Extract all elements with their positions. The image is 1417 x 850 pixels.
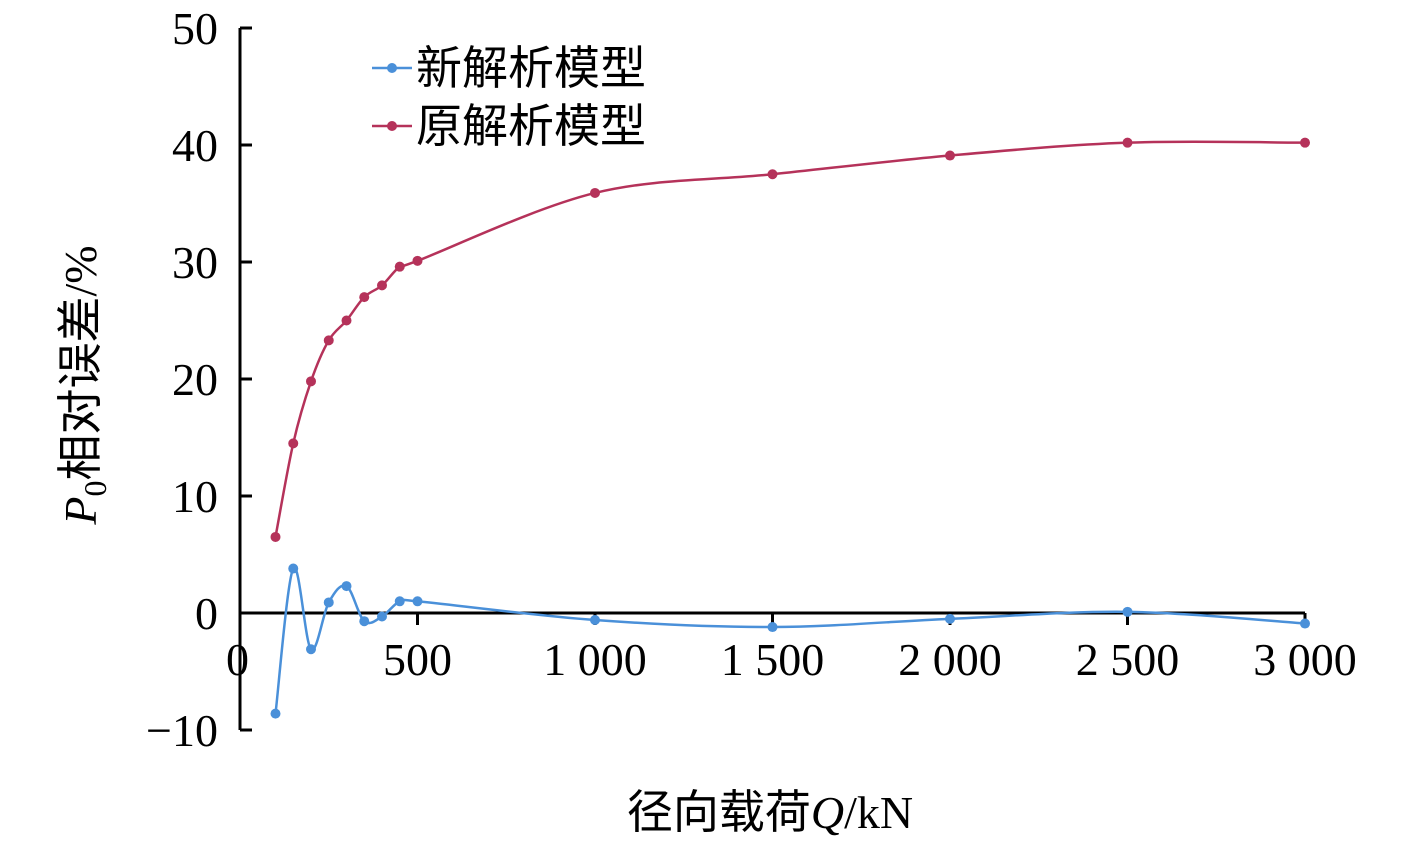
y-tick-label: −10 [146,705,218,756]
data-point [412,596,423,607]
series-line [274,140,1306,538]
legend-label: 新解析模型 [416,43,646,94]
x-axis-title: 径向载荷Q/kN [627,787,913,838]
data-point [1122,137,1133,148]
y-tick-label: 50 [172,3,218,54]
data-point [306,644,316,655]
data-point [767,169,778,180]
y-title-var: P [55,497,106,526]
data-point [270,708,281,719]
data-point [306,376,316,387]
data-point [945,150,955,161]
data-point [590,615,600,626]
y-tick-label: 20 [172,354,218,405]
data-point [359,292,370,303]
x-tick-label: 0 [226,634,249,685]
series-1 [270,563,1310,719]
data-point [288,438,299,449]
data-point [359,616,370,627]
y-tick-label: 0 [195,588,218,639]
data-point [1122,606,1133,617]
x-tick-label: 500 [383,634,452,685]
y-title-sub: 0 [77,481,113,497]
x-tick-label: 1 500 [721,634,825,685]
data-point [1300,618,1310,629]
y-title-suffix: 相对误差/% [55,245,106,480]
data-point [270,531,281,542]
data-point [341,315,352,326]
y-tick-label: 30 [172,237,218,288]
legend-item: 新解析模型 [372,43,646,94]
y-tick-label: 40 [172,120,218,171]
x-tick-label: 2 500 [1076,634,1180,685]
x-tick-label: 1 000 [543,634,647,685]
data-point [767,622,778,633]
x-tick-label: 3 000 [1253,634,1357,685]
data-point [412,255,423,266]
data-point [377,611,387,622]
data-point [394,596,405,607]
x-title-var: Q [811,787,844,838]
y-axis-title: P0相对误差/% [55,245,113,525]
data-point [341,581,352,592]
data-point [590,187,600,198]
data-point [288,563,299,574]
data-point [323,597,334,608]
y-tick-label: 10 [172,471,218,522]
series-2 [270,137,1310,542]
series-layer [270,137,1310,719]
data-point [1300,137,1310,148]
x-tick-label: 2 000 [898,634,1002,685]
legend-item: 原解析模型 [372,101,646,152]
data-point [323,335,334,346]
legend-label: 原解析模型 [416,101,646,152]
legend-swatch-marker [387,121,397,131]
data-point [945,613,955,624]
x-title-suffix: /kN [844,787,913,838]
data-point [394,261,405,272]
x-title-prefix: 径向载荷 [627,787,811,838]
data-point [377,280,387,291]
legend-swatch-marker [387,63,397,73]
